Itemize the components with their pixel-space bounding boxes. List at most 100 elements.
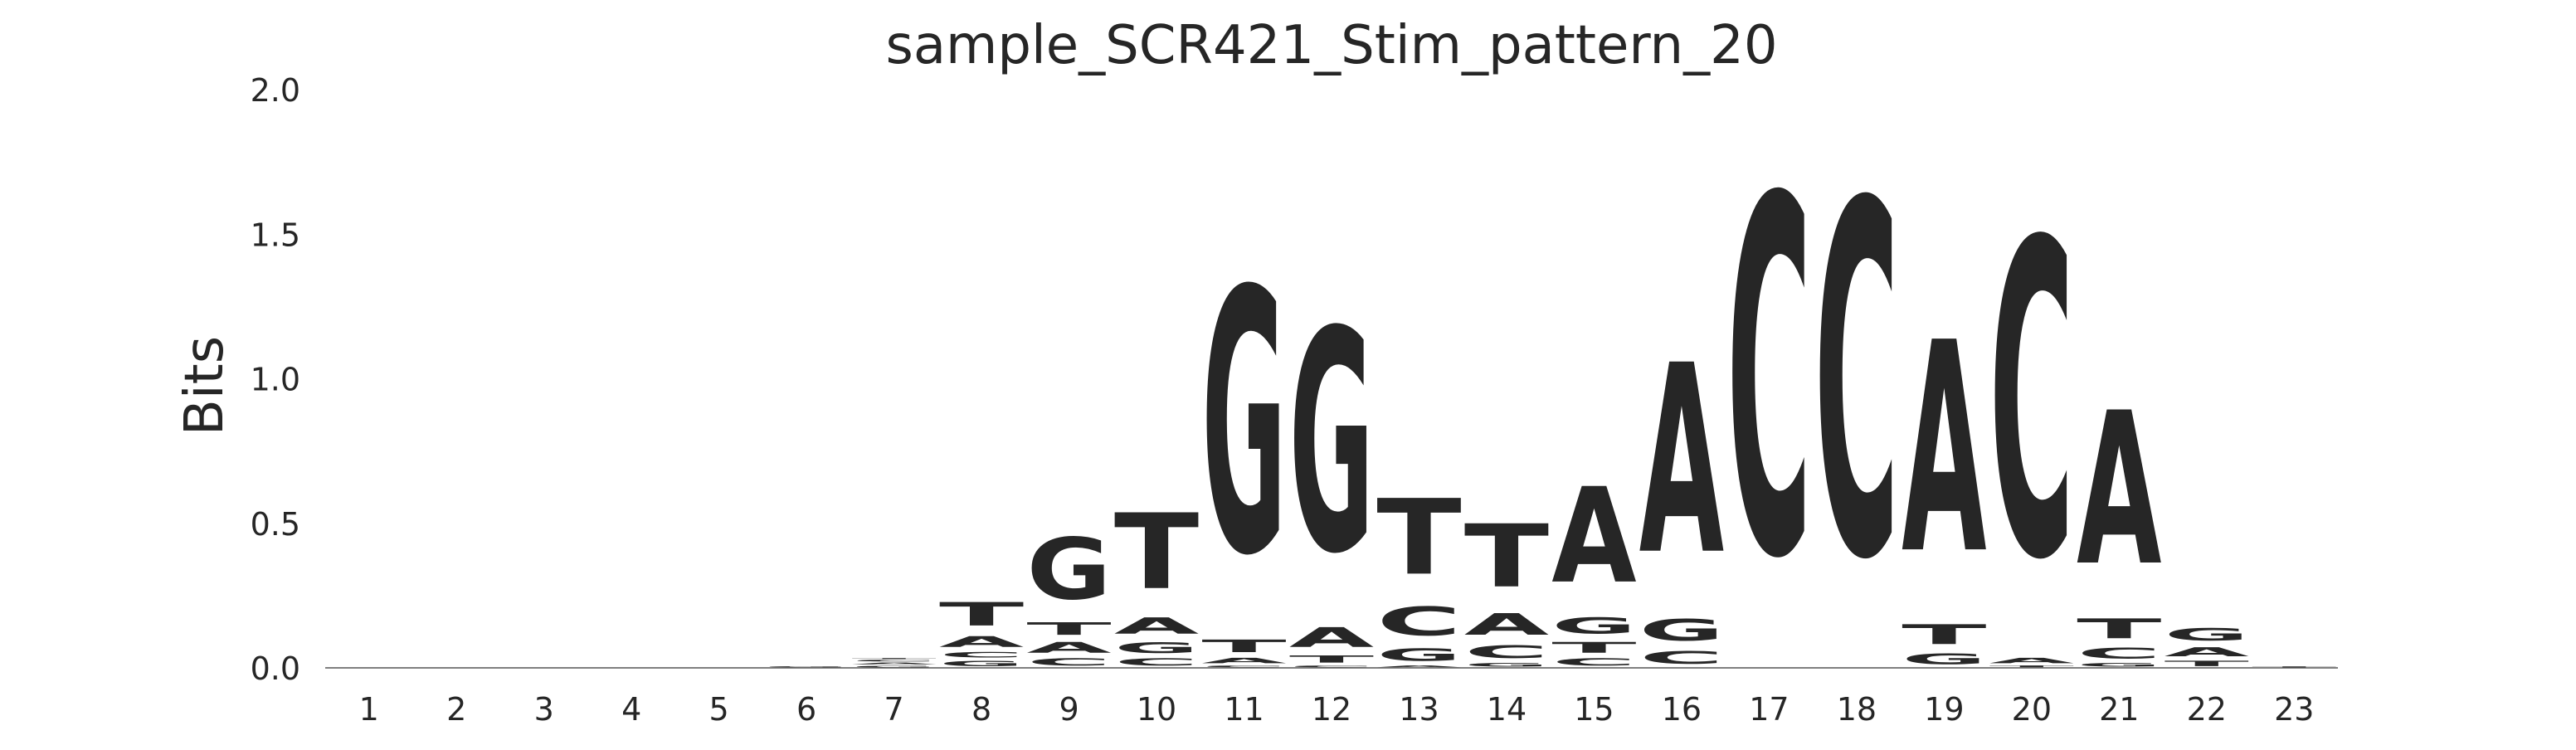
x-tick-label: 18 <box>1837 691 1877 728</box>
x-tick-label: 8 <box>971 691 991 728</box>
logo-letter-A: A <box>1026 639 1111 656</box>
y-tick-label: 1.5 <box>251 217 300 253</box>
logo-letter-G: G <box>1026 521 1111 619</box>
logo-letter-C: C <box>939 650 1024 659</box>
logo-letter-C: C <box>1814 103 1899 667</box>
x-axis-ticks: 1 2 3 4 5 6 7 8 9 10 11 12 13 14 15 16 17 18 19 20 21 22 23 <box>359 691 2315 728</box>
logo-letter-T: T <box>1551 639 1637 656</box>
x-tick-label: 15 <box>1574 691 1614 728</box>
logo-letter-G: G <box>939 660 1024 668</box>
logo-letter-G: G <box>1114 639 1199 656</box>
x-tick-label: 2 <box>446 691 466 728</box>
logo-letter-T: T <box>2165 660 2249 668</box>
x-tick-label: 20 <box>2012 691 2052 728</box>
logo-letter-C: C <box>1639 648 1724 668</box>
y-tick-label: 0.0 <box>251 650 300 687</box>
logo-letter-T: T <box>851 658 936 660</box>
x-tick-label: 7 <box>884 691 904 728</box>
logo-letter-A: A <box>1639 309 1724 612</box>
x-tick-label: 11 <box>1224 691 1264 728</box>
logo-letter-C: C <box>1551 656 1636 668</box>
logo-letter-A: A <box>2165 645 2250 659</box>
logo-letter-A: A <box>1551 461 1636 613</box>
x-tick-label: 13 <box>1399 691 1439 728</box>
logo-letter-A: A <box>939 633 1024 650</box>
logo-letter-G: G <box>1902 650 1986 668</box>
logo-letter-G: G <box>1289 266 1374 621</box>
x-tick-label: 1 <box>359 691 379 728</box>
logo-position-20: TAC <box>1989 151 2075 668</box>
x-tick-label: 22 <box>2187 691 2227 728</box>
logo-letter-C: C <box>2077 645 2161 662</box>
logo-letter-G: G <box>1376 645 1461 665</box>
logo-letter-G: G <box>1464 662 1549 668</box>
logo-letter-T: T <box>1201 636 1286 656</box>
logo-letter-G: G <box>1639 613 1724 648</box>
logo-letter-T: T <box>2252 666 2336 668</box>
logo-letter-A: A <box>1464 607 1549 642</box>
x-tick-label: 5 <box>709 691 729 728</box>
chart-title: sample_SCR421_Stim_pattern_20 <box>885 15 1777 76</box>
x-tick-label: 3 <box>534 691 554 728</box>
x-tick-label: 19 <box>1924 691 1964 728</box>
x-tick-label: 6 <box>796 691 816 728</box>
logo-letter-A: A <box>851 662 936 665</box>
logo-letter-T: T <box>1289 654 1374 665</box>
logo-letter-C: C <box>1376 598 1461 645</box>
logo-letter-stacks: G GACTGCATCATGCGATCATGCTAGAGCTGCATCTGACGA… <box>764 97 2336 668</box>
logo-letter-C: C <box>1726 97 1811 667</box>
logo-letter-C: C <box>851 660 936 662</box>
logo-letter-A: A <box>1989 656 2075 665</box>
logo-letter-C: C <box>1989 151 2074 655</box>
logo-letter-C: C <box>1464 642 1549 662</box>
logo-letter-T: T <box>939 596 1025 633</box>
logo-position-23: T <box>2252 666 2336 668</box>
logo-letter-C: C <box>1026 656 1111 668</box>
logo-letter-T: T <box>1376 477 1461 598</box>
x-tick-label: 14 <box>1487 691 1527 728</box>
y-tick-label: 0.5 <box>251 506 300 543</box>
logo-letter-A: A <box>1376 665 1461 668</box>
logo-letter-A: A <box>1289 621 1375 653</box>
logo-letter-T: T <box>1464 507 1549 607</box>
logo-letter-C: C <box>1289 665 1374 668</box>
logo-letter-T: T <box>2077 613 2161 645</box>
logo-letter-G: G <box>764 666 849 668</box>
y-axis-label: Bits <box>174 336 236 436</box>
logo-letter-G: G <box>2077 662 2161 668</box>
y-tick-label: 2.0 <box>251 72 300 109</box>
logo-letter-A: A <box>1902 281 1987 618</box>
logo-letter-C: C <box>1114 656 1199 668</box>
x-tick-label: 17 <box>1749 691 1789 728</box>
logo-position-17: C <box>1726 97 1811 667</box>
logo-letter-T: T <box>1114 492 1199 613</box>
logo-letter-T: T <box>1902 619 1986 650</box>
logo-letter-G: G <box>1201 216 1286 636</box>
logo-letter-G: G <box>1551 613 1636 639</box>
y-tick-label: 1.0 <box>251 362 300 398</box>
logo-letter-A: A <box>1114 613 1200 639</box>
x-tick-label: 21 <box>2099 691 2139 728</box>
logo-letter-T: T <box>1026 619 1111 639</box>
x-tick-label: 9 <box>1059 691 1079 728</box>
logo-letter-T: T <box>1989 665 2074 668</box>
logo-position-19: GTA <box>1902 281 1987 667</box>
x-tick-label: 10 <box>1137 691 1176 728</box>
x-tick-label: 23 <box>2274 691 2314 728</box>
logo-letter-G: G <box>2165 625 2249 645</box>
logo-letter-A: A <box>2077 368 2161 613</box>
x-tick-label: 16 <box>1662 691 1702 728</box>
x-tick-label: 12 <box>1312 691 1351 728</box>
x-tick-label: 4 <box>621 691 641 728</box>
